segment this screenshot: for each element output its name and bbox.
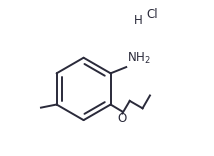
Text: H: H — [134, 14, 143, 27]
Text: NH$_2$: NH$_2$ — [127, 51, 151, 66]
Text: O: O — [118, 112, 127, 125]
Text: Cl: Cl — [146, 7, 158, 21]
